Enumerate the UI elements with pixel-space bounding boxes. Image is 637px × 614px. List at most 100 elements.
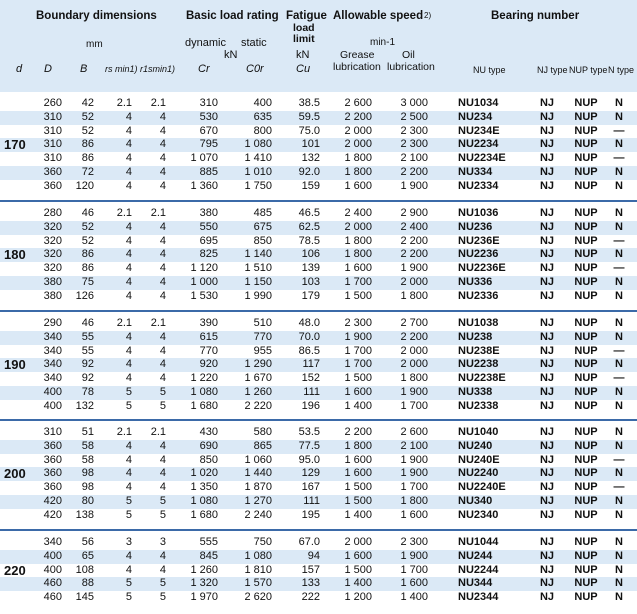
cell-Cu: 86.5 <box>298 344 320 357</box>
table-row: 360 58 4 4 690 865 77.5 1 800 2 100 NU240 NJ NUP N <box>0 439 637 454</box>
cell-Cr: 380 <box>199 207 218 219</box>
cell-n-number: N <box>615 317 623 329</box>
table-row: 360 120 4 4 1 360 1 750 159 1 600 1 900 NU2334 NJ N… <box>0 180 637 194</box>
cell-B: 55 <box>81 330 94 343</box>
cell-grease-speed: 2 400 <box>344 207 372 219</box>
cell-rs: 4 <box>125 439 132 452</box>
cell-Cu: 195 <box>301 508 320 521</box>
cell-C0r: 1 670 <box>244 372 272 385</box>
cell-r1s: 4 <box>159 289 166 302</box>
cell-nj-number: NJ <box>539 317 555 329</box>
cell-nu-number: NU1038 <box>458 317 499 329</box>
cell-nu-number: NU2238E <box>458 372 506 385</box>
cell-Cr: 555 <box>199 536 218 548</box>
cell-n-number: N <box>615 508 623 521</box>
table-row: 310 52 4 4 670 800 75.0 2 000 2 300 NU234E NJ NUP — <box>0 125 637 139</box>
cell-B: 46 <box>81 317 94 329</box>
cell-Cu: 106 <box>301 248 320 261</box>
cell-nj-number: NJ <box>539 495 555 507</box>
cell-nj-number: NJ <box>539 481 555 494</box>
cell-B: 75 <box>81 276 94 288</box>
cell-Cu: 53.5 <box>298 426 320 438</box>
cell-nu-number: NU2334 <box>458 179 499 192</box>
cell-C0r: 1 510 <box>244 262 272 275</box>
cell-nu-number: NU2336 <box>458 289 499 302</box>
cell-r1s: 5 <box>159 495 166 507</box>
cell-r1s: 4 <box>159 234 166 247</box>
cell-nup-number: NUP <box>574 563 598 576</box>
cell-nj-number: NJ <box>539 166 555 178</box>
cell-nup-number: NUP <box>574 152 598 165</box>
cell-Cu: 179 <box>301 289 320 302</box>
table-row: 310 52 4 4 530 635 59.5 2 200 2 500 NU234 NJ NUP N <box>0 110 637 125</box>
table-row: 460 88 5 5 1 320 1 570 133 1 400 1 600 NU344 NJ NUP… <box>0 577 637 592</box>
cell-B: 86 <box>81 138 94 151</box>
cell-oil-speed: 1 900 <box>400 549 428 562</box>
cell-C0r: 1 270 <box>244 495 272 507</box>
cell-nu-number: NU2236E <box>458 262 506 275</box>
cell-C0r: 955 <box>253 344 272 357</box>
cell-r1s: 4 <box>159 220 166 233</box>
cell-nj-number: NJ <box>539 508 555 521</box>
cell-nj-number: NJ <box>539 549 555 562</box>
static-label: static <box>241 37 267 49</box>
cell-grease-speed: 2 000 <box>344 138 372 151</box>
cell-grease-speed: 1 700 <box>344 276 372 288</box>
cell-C0r: 1 080 <box>244 138 272 151</box>
cell-B: 58 <box>81 439 94 452</box>
cell-nj-number: NJ <box>539 152 555 165</box>
cell-nup-number: NUP <box>574 536 598 548</box>
cell-D: 360 <box>43 453 62 466</box>
cell-nup-number: NUP <box>574 358 598 371</box>
cell-nup-number: NUP <box>574 453 598 466</box>
cell-oil-speed: 2 200 <box>400 248 428 261</box>
cell-r1s: 4 <box>159 358 166 371</box>
cell-nj-number: NJ <box>539 207 555 219</box>
cell-D: 310 <box>43 152 62 165</box>
cell-Cu: 78.5 <box>298 234 320 247</box>
cell-rs: 4 <box>125 358 132 371</box>
cell-n-number: — <box>613 344 625 357</box>
cell-Cu: 196 <box>301 399 320 412</box>
cell-n-number: N <box>615 467 623 480</box>
cell-Cu: 70.0 <box>298 330 320 343</box>
cell-grease-speed: 1 600 <box>344 262 372 275</box>
cell-C0r: 1 060 <box>244 453 272 466</box>
cell-rs: 4 <box>125 481 132 494</box>
cell-r1s: 4 <box>159 372 166 385</box>
cell-oil-speed: 2 700 <box>400 317 428 329</box>
cell-D: 380 <box>43 289 62 302</box>
cell-nup-number: NUP <box>574 439 598 452</box>
table-row: 260 42 2.1 2.1 310 400 38.5 2 600 3 000 NU1034 NJ N… <box>0 97 637 111</box>
cell-nup-number: NUP <box>574 344 598 357</box>
cell-rs: 4 <box>125 467 132 480</box>
cell-nup-number: NUP <box>574 549 598 562</box>
table-row: 280 46 2.1 2.1 380 485 46.5 2 400 2 900 NU1036 NJ N… <box>0 207 637 221</box>
cell-Cu: 46.5 <box>298 207 320 219</box>
cell-oil-speed: 1 700 <box>400 399 428 412</box>
table-header: Boundary dimensions mm Basic load rating… <box>0 0 637 92</box>
cell-D: 280 <box>43 207 62 219</box>
cell-r1s: 4 <box>159 563 166 576</box>
cell-Cr: 670 <box>199 124 218 137</box>
cell-rs: 4 <box>125 563 132 576</box>
cell-Cr: 550 <box>199 220 218 233</box>
cell-r1s: 4 <box>159 179 166 192</box>
cell-r1s: 4 <box>159 344 166 357</box>
cell-B: 86 <box>81 248 94 261</box>
cell-nu-number: NU336 <box>458 276 493 288</box>
cell-nj-number: NJ <box>539 138 555 151</box>
cell-D: 360 <box>43 439 62 452</box>
cell-grease-speed: 1 600 <box>344 386 372 398</box>
cell-nj-number: NJ <box>539 220 555 233</box>
cell-C0r: 2 220 <box>244 399 272 412</box>
cell-Cr: 1 260 <box>190 563 218 576</box>
cell-B: 88 <box>81 577 94 590</box>
cell-nup-number: NUP <box>574 330 598 343</box>
table-row: 320 52 4 4 550 675 62.5 2 000 2 400 NU236 NJ NUP N <box>0 220 637 235</box>
cell-rs: 4 <box>125 372 132 385</box>
cell-nu-number: NU2240E <box>458 481 506 494</box>
cell-B: 65 <box>81 549 94 562</box>
cell-nu-number: NU244 <box>458 549 493 562</box>
cell-Cu: 103 <box>301 276 320 288</box>
